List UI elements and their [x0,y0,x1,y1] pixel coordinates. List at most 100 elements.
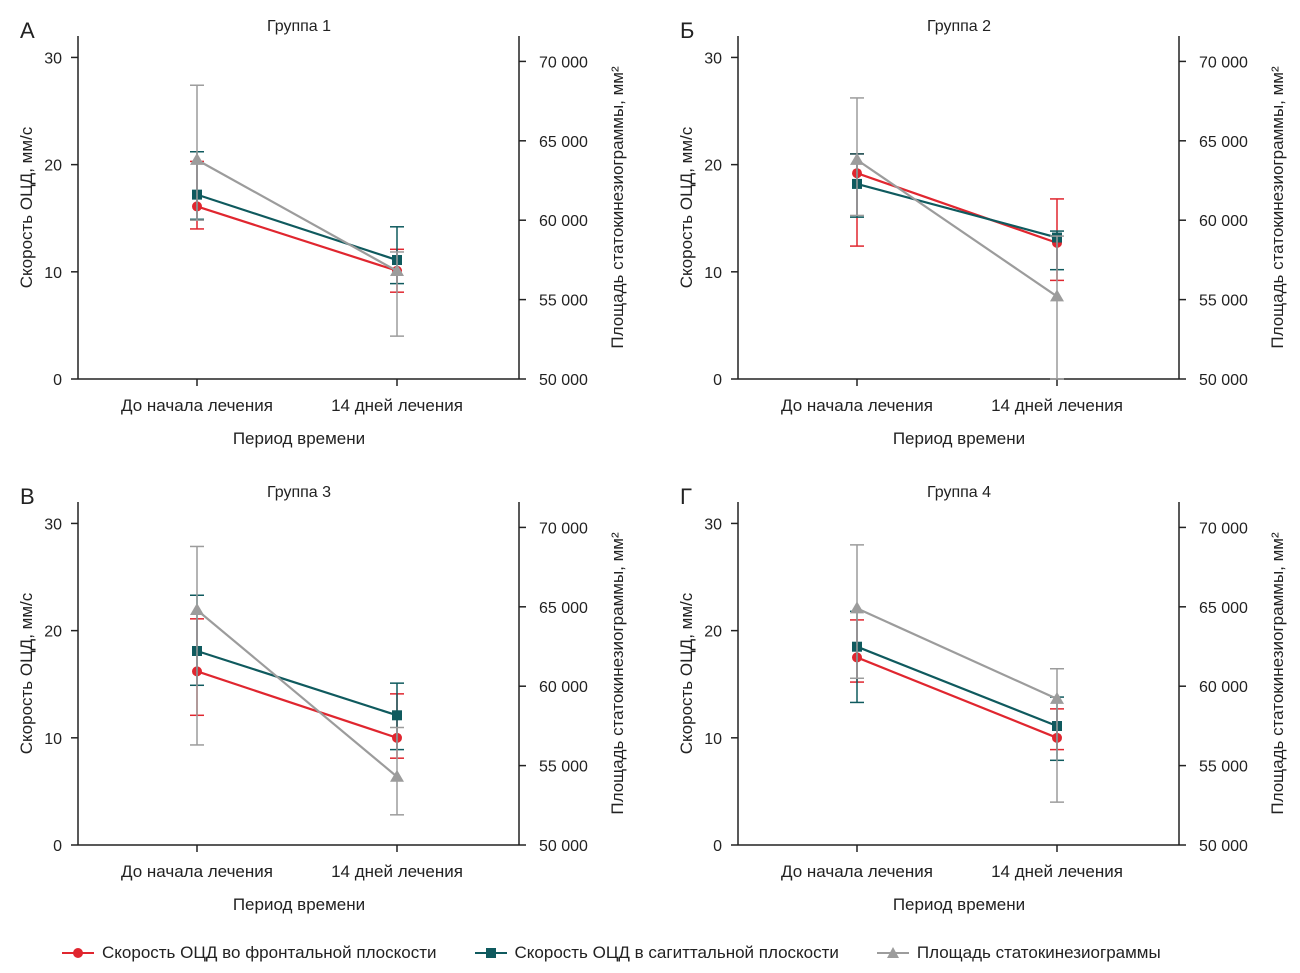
y-tick-label: 30 [44,50,62,67]
legend-label: Скорость ОЦД во фронтальной плоскости [102,943,437,962]
panel-letter: В [20,484,35,509]
y2-tick-label: 50 000 [1199,372,1248,389]
legend-swatch-square-icon [474,948,507,958]
series-line [856,172,1058,244]
y2-tick-label: 50 000 [1199,838,1248,855]
y2-tick-label: 55 000 [1199,759,1248,776]
chart-svg: А Группа 1 0 10 20 30 50 000 55 000 60 000 65 000… [17,18,627,448]
series-line [856,182,1058,239]
x-tick-label: 14 дней лечения [991,396,1123,415]
y-tick-label: 0 [713,372,722,389]
legend-item-sagittal: Скорость ОЦД в сагиттальной плоскости [473,943,839,963]
data-point-triangle [850,601,864,614]
y2-axis-label: Площадь статокинезиограммы, мм² [608,532,627,815]
chart-title: Группа 3 [267,484,331,501]
x-tick-label: До начала лечения [121,396,273,415]
y-tick-label: 30 [704,516,722,533]
legend-label: Скорость ОЦД в сагиттальной плоскости [514,943,839,962]
series-line [196,609,398,778]
y2-tick-label: 70 000 [1199,520,1248,537]
y2-tick-label: 60 000 [539,679,588,696]
x-tick-label: 14 дней лечения [991,862,1123,881]
series-line [196,158,398,272]
chart-panel-group-3: В Группа 3 0 10 20 30 50 000 55 000 60 000 65 000… [0,466,650,931]
y2-tick-label: 65 000 [1199,134,1248,151]
x-tick-label: 14 дней лечения [331,396,463,415]
y-tick-label: 30 [44,516,62,533]
series-line [196,193,398,262]
data-point-triangle [190,152,204,165]
y-tick-label: 10 [44,731,62,748]
chart-title: Группа 4 [927,484,991,501]
y-tick-label: 20 [704,624,722,641]
y2-axis-label: Площадь статокинезиограммы, мм² [608,66,627,349]
y2-axis-label: Площадь статокинезиограммы, мм² [1268,532,1287,815]
x-tick-label: До начала лечения [781,862,933,881]
x-tick-label: До начала лечения [781,396,933,415]
y2-tick-label: 70 000 [539,54,588,71]
x-axis-label: Период времени [893,429,1025,448]
y-axis-label: Скорость ОЦД, мм/с [677,592,696,754]
y-tick-label: 10 [44,265,62,282]
panel-letter: Г [680,484,692,509]
series-line [856,645,1058,728]
data-point-triangle [390,264,404,277]
y2-tick-label: 65 000 [539,600,588,617]
y-tick-label: 20 [44,624,62,641]
y2-tick-label: 60 000 [1199,679,1248,696]
chart-title: Группа 2 [927,18,991,35]
panel-letter: Б [680,18,694,43]
chart-svg: В Группа 3 0 10 20 30 50 000 55 000 60 000 65 000… [17,484,627,914]
x-axis-label: Период времени [233,895,365,914]
y-axis-label: Скорость ОЦД, мм/с [17,592,36,754]
y2-tick-label: 70 000 [539,520,588,537]
chart-legend: Скорость ОЦД во фронтальной плоскости Ск… [60,938,1260,968]
y-tick-label: 0 [53,372,62,389]
chart-svg: Б Группа 2 0 10 20 30 50 000 55 000 60 000 65 000… [677,18,1287,448]
data-point-triangle [850,152,864,165]
chart-panel-group-2: Б Группа 2 0 10 20 30 50 000 55 000 60 000 65 000… [660,0,1300,465]
y2-tick-label: 50 000 [539,838,588,855]
y2-tick-label: 55 000 [539,759,588,776]
chart-panel-group-1: А Группа 1 0 10 20 30 50 000 55 000 60 000 65 000… [0,0,650,465]
legend-swatch-circle-icon [62,948,94,958]
y-axis-label: Скорость ОЦД, мм/с [17,126,36,288]
series-line [196,205,398,272]
series-line [856,607,1058,700]
y-tick-label: 20 [704,158,722,175]
y2-tick-label: 70 000 [1199,54,1248,71]
data-point-triangle [190,602,204,615]
y-tick-label: 30 [704,50,722,67]
y2-tick-label: 50 000 [539,372,588,389]
data-point-triangle [390,769,404,782]
data-point-square [392,710,402,721]
x-tick-label: 14 дней лечения [331,862,463,881]
y2-tick-label: 65 000 [1199,600,1248,617]
chart-title: Группа 1 [267,18,331,35]
y2-tick-label: 55 000 [1199,293,1248,310]
chart-svg: Г Группа 4 0 10 20 30 50 000 55 000 60 000 65 000… [677,484,1287,914]
y-axis-label: Скорость ОЦД, мм/с [677,126,696,288]
y2-tick-label: 65 000 [539,134,588,151]
y-tick-label: 10 [704,265,722,282]
y-tick-label: 20 [44,158,62,175]
data-point-triangle [1050,691,1064,704]
y-tick-label: 0 [53,838,62,855]
legend-item-frontal: Скорость ОЦД во фронтальной плоскости [60,943,437,963]
y-tick-label: 10 [704,731,722,748]
panel-letter: А [20,18,35,43]
y2-tick-label: 55 000 [539,293,588,310]
legend-item-area: Площадь статокинезиограммы [875,943,1161,963]
y2-axis-label: Площадь статокинезиограммы, мм² [1268,66,1287,349]
y-tick-label: 0 [713,838,722,855]
data-point-triangle [1050,289,1064,302]
series-line [196,649,398,717]
x-axis-label: Период времени [233,429,365,448]
series-line [856,158,1058,298]
x-tick-label: До начала лечения [121,862,273,881]
series-line [856,656,1058,739]
legend-swatch-triangle-icon [876,947,909,958]
chart-panel-group-4: Г Группа 4 0 10 20 30 50 000 55 000 60 000 65 000… [660,466,1300,931]
y2-tick-label: 60 000 [1199,213,1248,230]
x-axis-label: Период времени [893,895,1025,914]
